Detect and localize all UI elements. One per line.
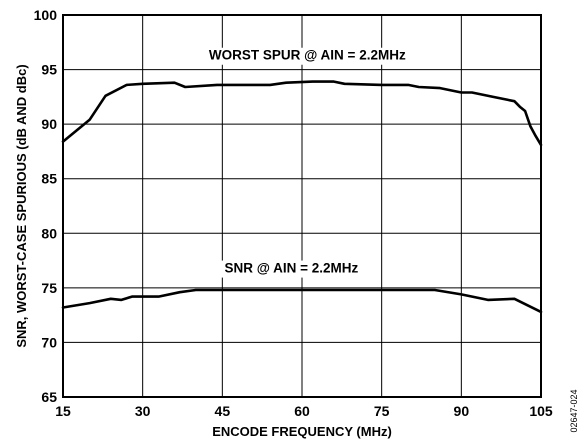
series-line-snr <box>61 288 543 314</box>
series-group <box>61 80 543 314</box>
x-tick-label: 90 <box>454 403 470 419</box>
y-axis-title: SNR, WORST-CASE SPURIOUS (dB AND dBc) <box>14 64 29 347</box>
y-tick-label: 85 <box>41 171 57 187</box>
annotation-label: WORST SPUR @ AIN = 2.2MHz <box>209 48 406 63</box>
annotation-background <box>204 260 379 278</box>
x-tick-labels: 15 30 45 60 75 90 105 <box>55 403 553 419</box>
y-tick-label: 95 <box>41 62 57 78</box>
x-tick-label: 105 <box>529 403 553 419</box>
series-line-worst-spur <box>61 80 543 147</box>
y-tick-label: 65 <box>41 389 57 405</box>
plot-frame <box>62 14 542 398</box>
grid <box>62 14 542 398</box>
y-tick-label: 80 <box>41 225 57 241</box>
figure-id: 02647-024 <box>569 389 579 432</box>
y-tick-label: 75 <box>41 280 57 296</box>
y-tick-labels: 65 70 75 80 85 90 95 100 <box>34 7 58 405</box>
x-tick-label: 15 <box>55 403 71 419</box>
y-tick-label: 90 <box>41 116 57 132</box>
x-tick-label: 75 <box>374 403 390 419</box>
annotation-label: SNR @ AIN = 2.2MHz <box>224 261 358 276</box>
annotations: WORST SPUR @ AIN = 2.2MHz SNR @ AIN = 2.2… <box>188 47 427 278</box>
x-tick-label: 45 <box>215 403 231 419</box>
x-tick-label: 30 <box>135 403 151 419</box>
annotation-background <box>188 47 427 65</box>
x-axis-title: ENCODE FREQUENCY (MHz) <box>212 424 392 439</box>
x-tick-label: 60 <box>294 403 310 419</box>
y-tick-label: 70 <box>41 334 57 350</box>
y-tick-label: 100 <box>34 7 58 23</box>
